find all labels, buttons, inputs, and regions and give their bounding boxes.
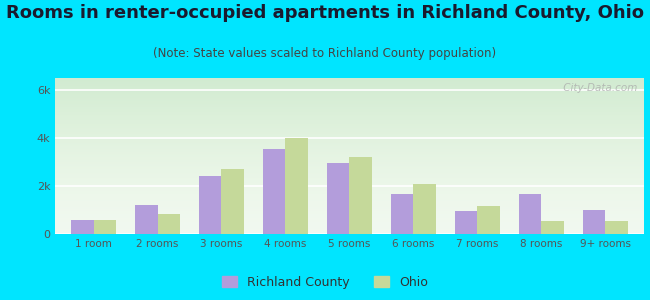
Text: City-Data.com: City-Data.com — [560, 83, 638, 93]
Bar — [455, 211, 477, 234]
Bar — [94, 220, 116, 234]
Bar — [285, 138, 308, 234]
Bar — [477, 206, 500, 234]
Bar — [327, 163, 350, 234]
Legend: Richland County, Ohio: Richland County, Ohio — [216, 271, 434, 294]
Bar — [157, 214, 180, 234]
Bar — [519, 194, 541, 234]
Text: Rooms in renter-occupied apartments in Richland County, Ohio: Rooms in renter-occupied apartments in R… — [6, 4, 644, 22]
Bar — [263, 149, 285, 234]
Bar — [135, 205, 157, 234]
Bar — [605, 221, 627, 234]
Bar — [350, 157, 372, 234]
Bar — [413, 184, 436, 234]
Bar — [541, 221, 564, 234]
Bar — [199, 176, 222, 234]
Bar — [72, 220, 94, 234]
Text: (Note: State values scaled to Richland County population): (Note: State values scaled to Richland C… — [153, 46, 497, 59]
Bar — [583, 210, 605, 234]
Bar — [222, 169, 244, 234]
Bar — [391, 194, 413, 234]
